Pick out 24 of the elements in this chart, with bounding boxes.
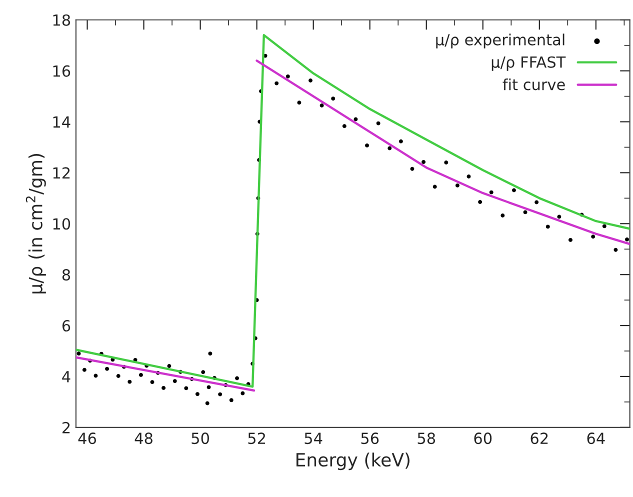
y-tick-label: 8 xyxy=(62,269,70,281)
y-tick-label: 12 xyxy=(53,167,70,179)
y-tick-label: 2 xyxy=(62,422,70,434)
y-axis-title: μ/ρ (in cm$^{2}$/gm) xyxy=(26,154,46,294)
x-tick-label: 56 xyxy=(361,432,379,444)
x-tick-label: 54 xyxy=(304,432,322,444)
x-tick-label: 48 xyxy=(134,432,152,444)
y-tick-label: 4 xyxy=(62,371,70,382)
y-tick-label: 16 xyxy=(53,65,70,77)
y-tick-label: 10 xyxy=(53,218,70,230)
x-tick-label: 46 xyxy=(78,432,96,444)
y-tick-label: 18 xyxy=(53,14,70,26)
x-tick-label: 62 xyxy=(530,432,548,444)
legend-label: fit curve xyxy=(502,78,565,90)
y-tick-label: 14 xyxy=(53,116,70,128)
legend-label: μ/ρ FFAST xyxy=(492,56,566,71)
legend-label: μ/ρ experimental xyxy=(436,34,564,48)
x-tick-label: 52 xyxy=(248,432,266,444)
x-tick-label: 64 xyxy=(587,432,605,444)
x-axis-title: Energy (keV) xyxy=(296,452,410,470)
x-tick-label: 60 xyxy=(474,432,492,444)
y-tick-label: 6 xyxy=(62,320,70,332)
x-tick-label: 50 xyxy=(192,432,210,444)
x-tick-label: 58 xyxy=(418,432,436,444)
